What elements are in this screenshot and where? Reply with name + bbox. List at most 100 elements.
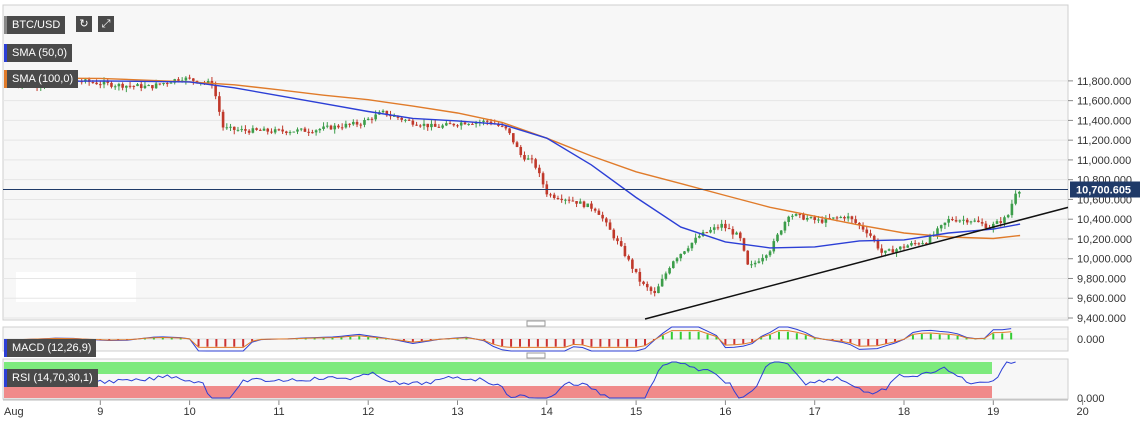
candle-up — [735, 232, 738, 235]
candle-up — [363, 119, 366, 125]
macd-histogram-bar — [510, 339, 513, 347]
candle-up — [884, 250, 887, 253]
candle-up — [757, 261, 761, 263]
macd-histogram-bar — [170, 337, 173, 340]
candle-up — [459, 122, 463, 126]
macd-histogram-bar — [1001, 333, 1004, 340]
candle-down — [538, 167, 541, 174]
candle-down — [954, 220, 958, 222]
x-tick-label: 15 — [630, 406, 642, 418]
macd-histogram-bar — [777, 331, 780, 340]
macd-histogram-bar — [813, 338, 816, 340]
macd-histogram-bar — [840, 339, 843, 342]
candle-down — [634, 268, 638, 272]
candle-down — [407, 119, 411, 121]
candle-down — [448, 123, 452, 125]
expand-icon[interactable]: ⤢ — [98, 16, 114, 32]
candle-down — [980, 222, 984, 224]
macd-histogram-bar — [956, 335, 959, 340]
y-tick-label: 10,200.000 — [1077, 234, 1132, 246]
candle-down — [139, 84, 143, 89]
candle-up — [333, 125, 337, 130]
candle-down — [110, 82, 113, 87]
candle-down — [258, 129, 262, 131]
macd-label[interactable]: MACD (12,26,9) — [4, 339, 97, 357]
refresh-icon[interactable]: ↻ — [76, 16, 92, 32]
candle-down — [858, 222, 861, 226]
candle-down — [281, 129, 284, 132]
candle-down — [307, 131, 310, 133]
candle-down — [631, 259, 634, 269]
candle-down — [463, 122, 467, 125]
panel-resize-handle[interactable] — [526, 352, 546, 359]
candle-up — [578, 201, 582, 204]
sma50-label[interactable]: SMA (50,0) — [4, 44, 73, 62]
candle-down — [400, 117, 403, 120]
macd-histogram-bar — [983, 338, 986, 340]
candle-down — [597, 210, 601, 215]
y-tick-label: 9,400.000 — [1077, 313, 1126, 325]
symbol-label[interactable]: BTC/USD — [4, 16, 66, 34]
candle-up — [690, 242, 694, 249]
candle-up — [1003, 217, 1006, 223]
candle-down — [508, 128, 511, 134]
candle-down — [128, 85, 132, 87]
candle-up — [675, 258, 679, 262]
sma100-label[interactable]: SMA (100,0) — [4, 70, 79, 88]
sma100-text: SMA (100,0) — [12, 73, 74, 85]
macd-histogram-bar — [331, 337, 334, 340]
candle-down — [270, 131, 273, 133]
candle-down — [385, 110, 389, 116]
candle-up — [262, 128, 266, 131]
candle-down — [500, 125, 504, 127]
x-tick-label: 10 — [183, 406, 195, 418]
macd-histogram-bar — [867, 339, 870, 346]
candle-up — [586, 203, 590, 208]
candle-down — [512, 133, 515, 143]
candle-down — [285, 131, 288, 134]
candle-up — [229, 126, 232, 128]
candle-down — [329, 125, 333, 130]
macd-histogram-bar — [911, 335, 914, 340]
y-tick-label: 11,000.000 — [1077, 155, 1131, 167]
candle-down — [612, 229, 616, 239]
x-tick-label: 18 — [898, 406, 910, 418]
candle-down — [880, 248, 883, 253]
candle-down — [798, 214, 802, 216]
candle-up — [392, 115, 396, 117]
y-tick-label: 9,800.000 — [1077, 273, 1126, 285]
rsi-overbought-zone — [4, 362, 992, 374]
candle-up — [809, 217, 813, 219]
macd-histogram-bar — [697, 331, 700, 340]
sma100-line — [10, 77, 1021, 240]
candle-up — [943, 222, 947, 226]
candle-up — [750, 264, 753, 266]
candle-down — [541, 173, 545, 185]
candle-down — [389, 115, 392, 117]
y-tick-label: 10,000.000 — [1077, 254, 1132, 266]
candle-up — [824, 217, 828, 223]
macd-histogram-bar — [358, 336, 361, 340]
rsi-label[interactable]: RSI (14,70,30,1) — [4, 369, 98, 387]
rsi-line — [10, 361, 1016, 399]
candle-up — [162, 83, 165, 85]
candle-down — [355, 121, 359, 125]
candle-down — [415, 124, 418, 126]
symbol-text: BTC/USD — [12, 19, 61, 31]
candle-down — [999, 221, 1003, 223]
candle-down — [716, 227, 720, 229]
candle-down — [530, 158, 534, 160]
macd-histogram-bar — [760, 337, 763, 340]
candle-down — [872, 235, 876, 241]
x-tick-label: 20 — [1076, 406, 1088, 418]
macd-histogram-bar — [724, 339, 727, 345]
x-tick-label: 11 — [273, 406, 284, 418]
candle-down — [188, 77, 191, 79]
current-price-label: 10,700.605 — [1076, 185, 1131, 197]
candle-up — [995, 221, 999, 224]
macd-histogram-bar — [742, 339, 745, 344]
candle-up — [791, 215, 794, 217]
candle-up — [887, 249, 891, 251]
candle-down — [91, 82, 95, 84]
panel-resize-handle[interactable] — [526, 320, 546, 327]
